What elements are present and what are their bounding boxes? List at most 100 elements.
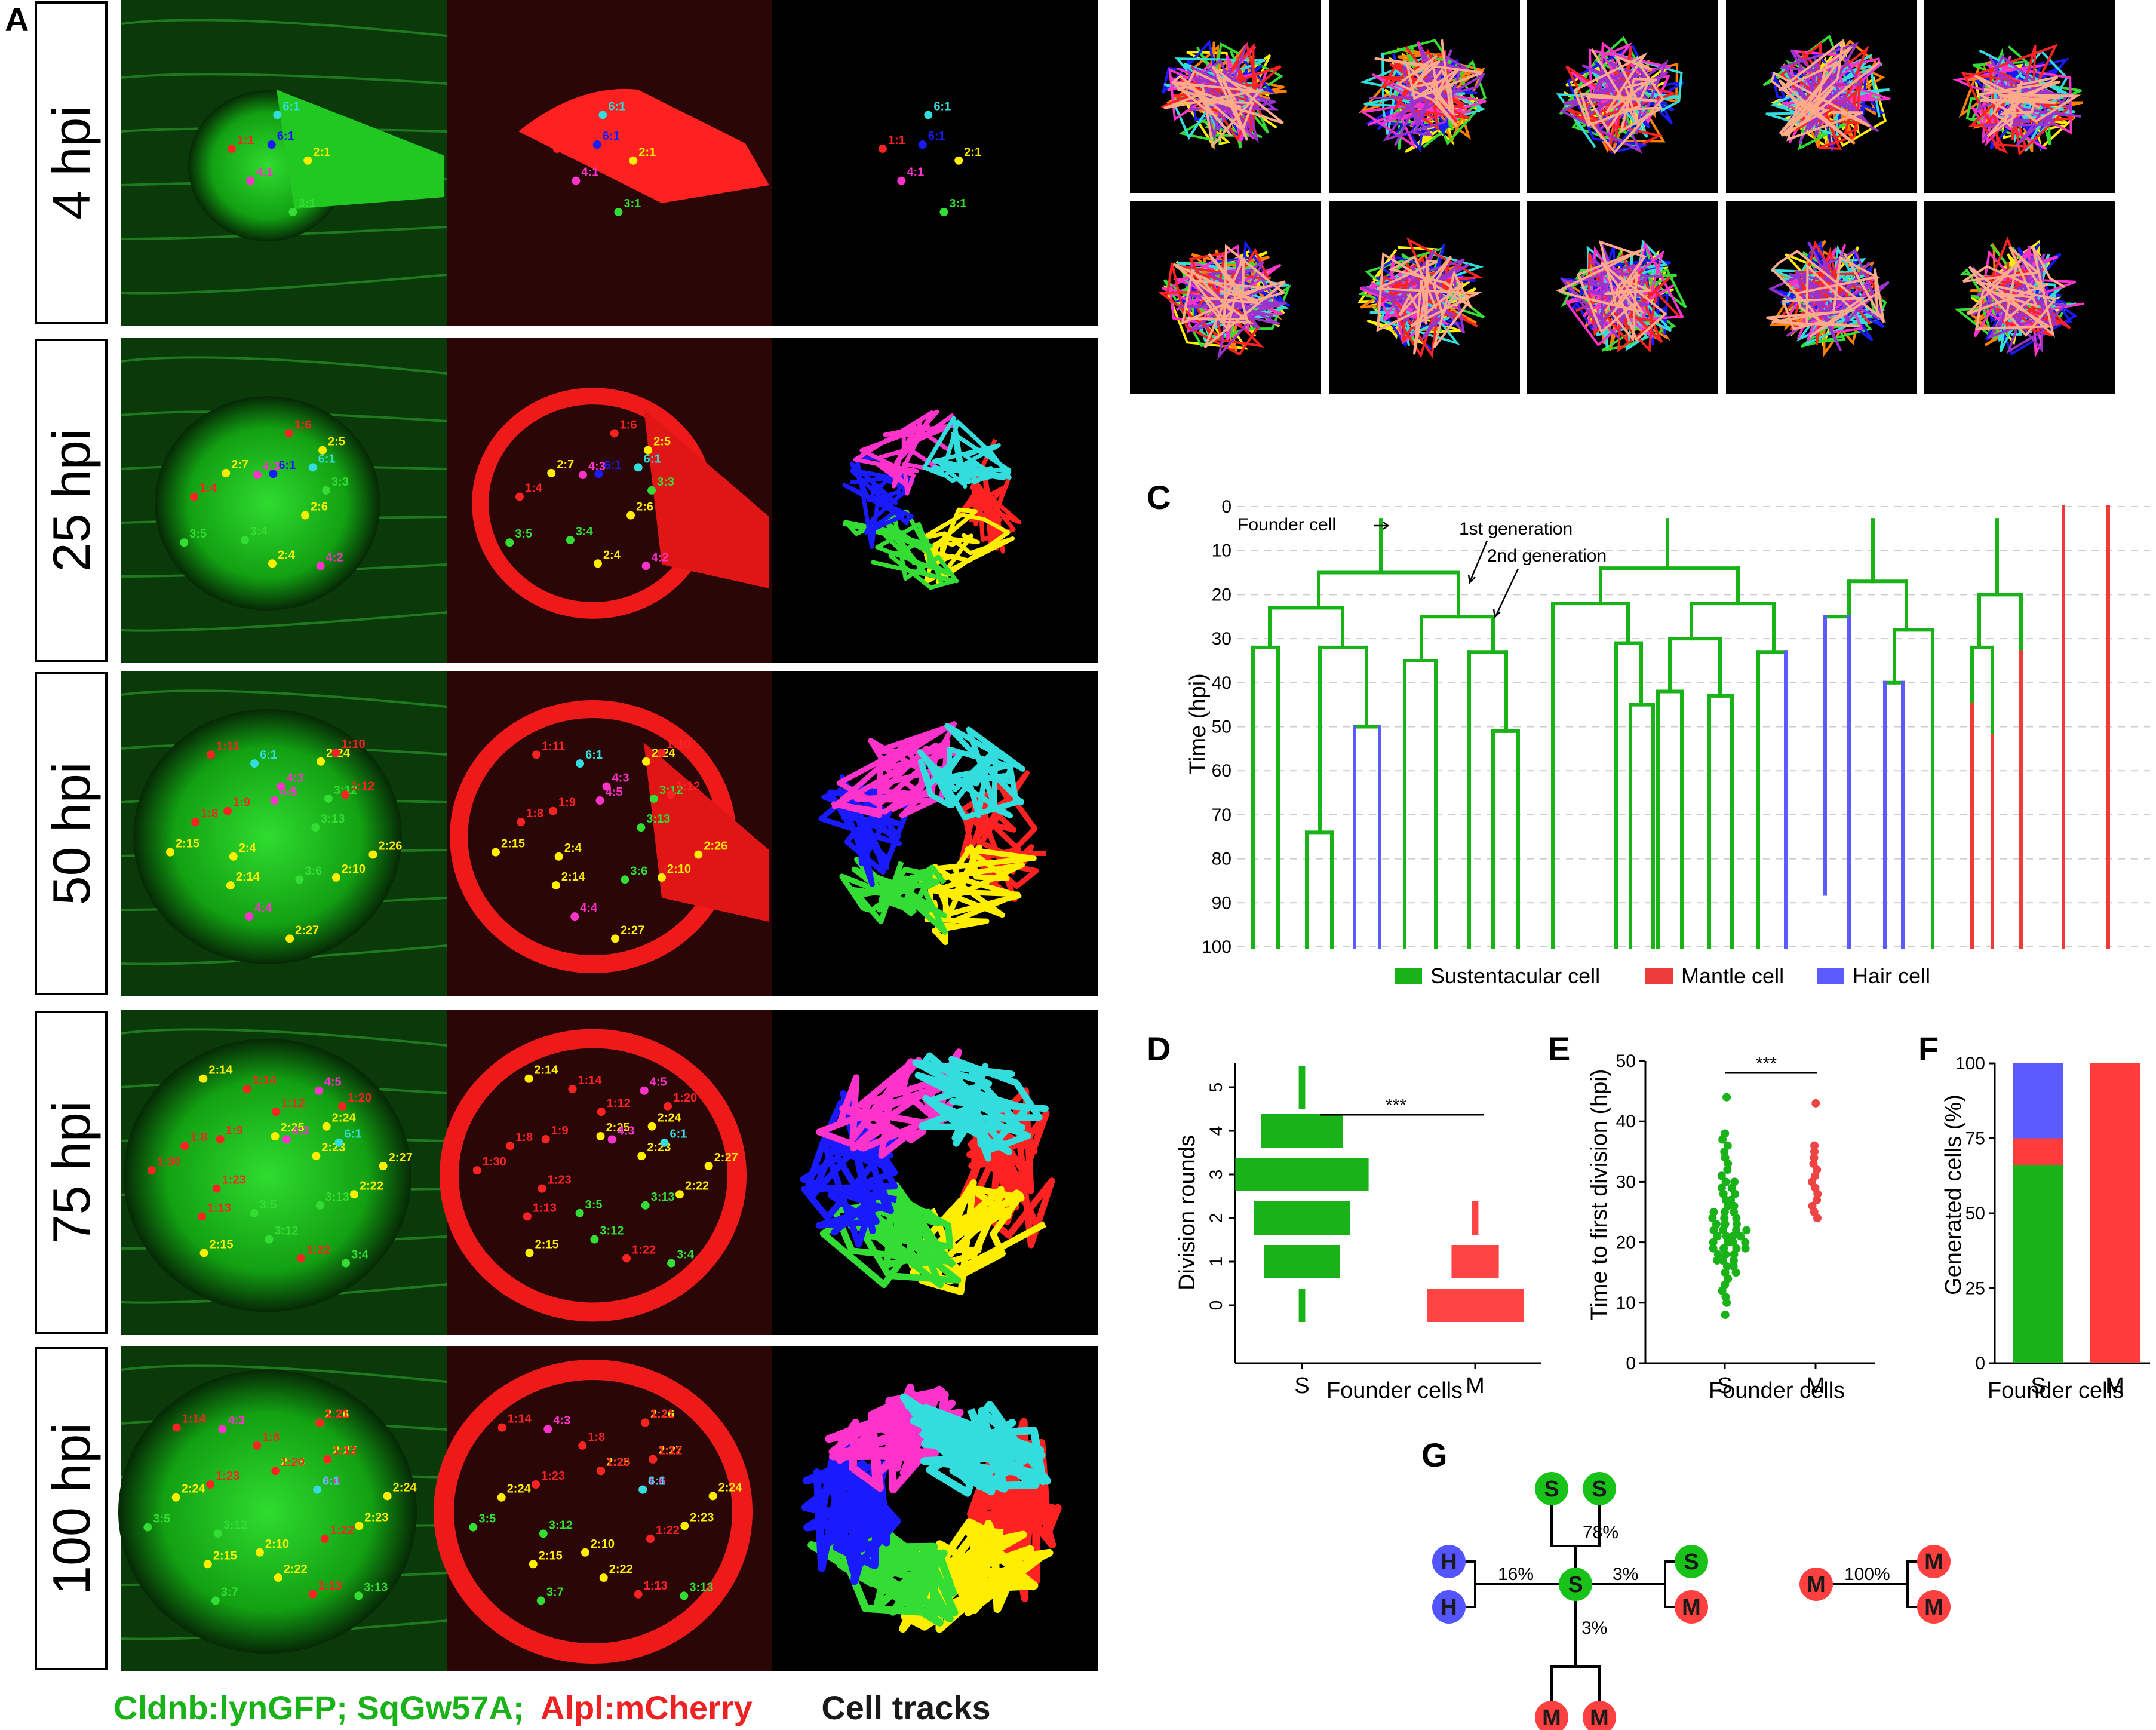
cell-node-s xyxy=(1675,1545,1708,1578)
data-point xyxy=(1729,1256,1738,1265)
cell-id-label: 4:5 xyxy=(324,1076,342,1089)
cell-node-label: S xyxy=(1684,1550,1699,1575)
cell-id-label: 3:1 xyxy=(298,197,315,210)
cell-dot xyxy=(551,881,560,890)
cell-dot xyxy=(897,176,906,185)
cell-id-label: 3:13 xyxy=(689,1581,713,1594)
cell-id-label: 3:6 xyxy=(305,864,322,878)
distribution-bar xyxy=(1264,1245,1340,1278)
cell-dot xyxy=(267,140,276,149)
cell-id-label: 1:9 xyxy=(558,796,576,809)
cell-dot xyxy=(590,1235,599,1244)
time-label: 25 hpi xyxy=(42,429,101,572)
cell-node-label: M xyxy=(1590,1706,1609,1730)
cell-id-label: 1:13 xyxy=(644,1579,668,1593)
distribution-bar xyxy=(1472,1201,1479,1235)
cell-id-label: 4:6 xyxy=(648,1475,665,1488)
cell-id-label: 2:25 xyxy=(606,1121,630,1134)
cell-id-label: 2:22 xyxy=(360,1179,383,1192)
cell-id-label: 1:8 xyxy=(526,807,543,820)
cell-dot xyxy=(312,1152,321,1161)
cell-dot xyxy=(954,156,963,165)
cell-dot xyxy=(297,1254,306,1263)
cell-id-label: 4:3 xyxy=(263,460,280,473)
cell-dot xyxy=(581,1548,589,1557)
cell-node-label: M xyxy=(1924,1550,1943,1575)
cell-dot xyxy=(592,140,601,149)
cell-dot xyxy=(646,1534,655,1543)
cell-dot xyxy=(541,1134,550,1143)
cell-dot xyxy=(355,1522,364,1530)
cell-id-label: 4:1 xyxy=(581,166,598,179)
y-tick-label: 20 xyxy=(1212,585,1231,605)
data-point xyxy=(1811,1099,1820,1108)
y-tick-label: 5 xyxy=(1206,1082,1226,1093)
cell-id-label: 3:5 xyxy=(478,1513,496,1526)
cell-dot xyxy=(172,1423,181,1432)
mantle-ring-red xyxy=(434,1360,753,1664)
cell-dot xyxy=(253,470,262,479)
cell-dot xyxy=(245,912,254,921)
x-tick-label: M xyxy=(2105,1373,2124,1398)
cell-id-label: 3:4 xyxy=(576,525,594,538)
data-point xyxy=(1809,1160,1818,1168)
membrane-line xyxy=(121,73,447,85)
cell-dot xyxy=(641,1418,650,1427)
cell-id-label: 2:24 xyxy=(332,1112,357,1125)
data-point xyxy=(1709,1244,1718,1253)
y-tick-label: 20 xyxy=(1616,1233,1636,1253)
y-tick-label: 100 xyxy=(1955,1054,1985,1073)
neuromast-green xyxy=(118,1370,417,1654)
cell-id-label: 3:13 xyxy=(646,812,670,826)
cell-id-label: 1:9 xyxy=(551,1124,569,1137)
cell-id-label: 3:3 xyxy=(657,476,674,489)
time-label-box xyxy=(35,672,108,995)
cell-id-label: 1:20 xyxy=(348,1091,371,1105)
data-point xyxy=(1728,1232,1737,1241)
cell-dot xyxy=(274,1573,282,1582)
cell-id-label: 4:3 xyxy=(553,1414,570,1427)
cell-id-label: 2:10 xyxy=(667,863,691,876)
cell-dot xyxy=(641,1201,650,1210)
cell-id-label: 2:15 xyxy=(176,838,199,851)
mantle-extension-green xyxy=(277,90,444,209)
cell-id-label: 1:13 xyxy=(318,1579,342,1593)
cell-dot xyxy=(211,1596,220,1605)
panel-c-lineage-tree: Time (hpi) 0 10 20 30 40 50 60 70 80 90 100 Founde… xyxy=(1186,497,2150,988)
cell-id-label: 2:4 xyxy=(603,548,621,562)
cell-id-label: 6:1 xyxy=(933,100,951,113)
data-point xyxy=(1732,1220,1741,1229)
cell-id-label: 6:1 xyxy=(278,459,296,472)
cell-id-label: 2:10 xyxy=(591,1538,615,1551)
cell-id-label: 3:13 xyxy=(321,812,345,826)
cell-id-label: 2:27 xyxy=(714,1151,738,1164)
cell-id-label: 6:1 xyxy=(260,749,277,762)
cell-id-label: 4:3 xyxy=(618,1124,635,1137)
cell-dot xyxy=(271,1108,280,1116)
cell-dot xyxy=(523,1212,532,1221)
cell-id-label: 4:1 xyxy=(256,166,273,179)
cell-dot xyxy=(213,1529,222,1538)
cell-id-label: 6:1 xyxy=(603,130,620,143)
y-tick-label: 10 xyxy=(1616,1293,1636,1313)
cell-dot xyxy=(664,1102,672,1111)
data-point xyxy=(1730,1201,1739,1210)
cell-id-label: 2:15 xyxy=(210,1238,234,1251)
cell-dot xyxy=(240,536,249,545)
y-tick-label: 70 xyxy=(1212,805,1231,825)
cell-dot xyxy=(538,1184,546,1193)
cell-dot xyxy=(878,144,887,153)
image-cell-tracks xyxy=(772,0,1098,326)
cell-id-label: 6:1 xyxy=(323,1475,340,1488)
mantle-ring-red xyxy=(440,1029,747,1322)
panel-label-f: F xyxy=(1918,1030,1939,1068)
cell-id-label: 1:20 xyxy=(606,1456,630,1469)
cell-dot xyxy=(595,796,604,805)
data-point xyxy=(1741,1238,1750,1247)
cell-id-label: 3:13 xyxy=(651,1191,675,1204)
cell-dot xyxy=(614,208,623,217)
cell-dot xyxy=(578,1441,587,1450)
cell-id-label: 2:25 xyxy=(606,1456,630,1469)
cell-id-label: 1:23 xyxy=(222,1174,246,1187)
